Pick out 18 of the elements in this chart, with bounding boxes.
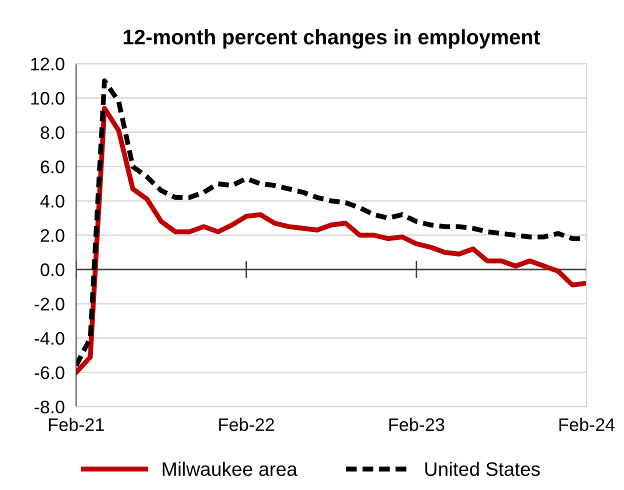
y-tick-label: -8.0 bbox=[34, 400, 64, 414]
x-tick-label: Feb-22 bbox=[219, 418, 274, 432]
y-tick-label: 4.0 bbox=[40, 194, 64, 208]
legend-label: Milwaukee area bbox=[162, 462, 298, 476]
y-tick-label: -4.0 bbox=[34, 332, 64, 345]
y-tick-label: 2.0 bbox=[40, 229, 64, 242]
x-tick-label: Feb-23 bbox=[389, 418, 444, 432]
y-tick-label: 12.0 bbox=[31, 58, 64, 70]
y-tick-label: 0.0 bbox=[40, 263, 64, 276]
y-tick-label: 10.0 bbox=[31, 92, 64, 105]
chart-title: 12-month percent changes in employment bbox=[124, 29, 540, 49]
legend-label: United States bbox=[425, 462, 540, 476]
y-tick-label: 8.0 bbox=[40, 126, 64, 140]
x-tick-label: Feb-24 bbox=[559, 418, 615, 432]
y-tick-label: -2.0 bbox=[34, 298, 64, 311]
y-tick-label: -6.0 bbox=[34, 366, 64, 380]
x-tick-label: Feb-21 bbox=[49, 418, 104, 432]
y-tick-label: 6.0 bbox=[40, 160, 64, 174]
